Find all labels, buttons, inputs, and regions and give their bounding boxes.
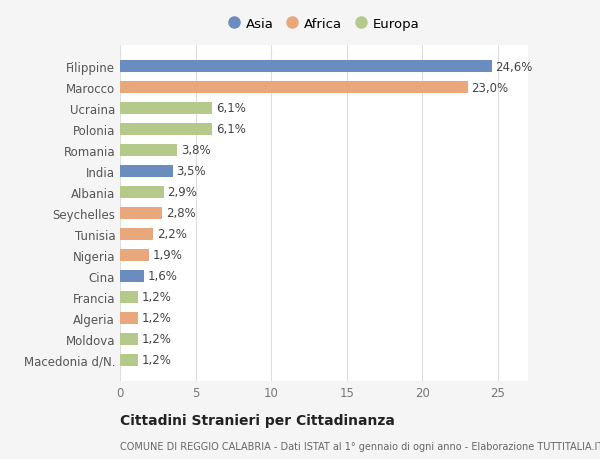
Bar [120, 354, 138, 366]
Bar [120, 145, 178, 157]
Text: 6,1%: 6,1% [216, 102, 246, 115]
Text: 23,0%: 23,0% [472, 81, 508, 94]
Bar [120, 333, 138, 345]
Bar [120, 124, 212, 135]
Text: 2,2%: 2,2% [157, 228, 187, 241]
Bar [120, 250, 149, 261]
Text: COMUNE DI REGGIO CALABRIA - Dati ISTAT al 1° gennaio di ogni anno - Elaborazione: COMUNE DI REGGIO CALABRIA - Dati ISTAT a… [120, 441, 600, 451]
Bar [120, 187, 164, 198]
Text: 2,9%: 2,9% [167, 186, 197, 199]
Text: 1,2%: 1,2% [142, 333, 172, 346]
Bar [120, 166, 173, 177]
Text: 6,1%: 6,1% [216, 123, 246, 136]
Text: 1,9%: 1,9% [152, 249, 182, 262]
Text: 1,2%: 1,2% [142, 353, 172, 366]
Text: 3,8%: 3,8% [181, 144, 211, 157]
Bar [120, 270, 144, 282]
Text: 2,8%: 2,8% [166, 207, 196, 220]
Bar [120, 103, 212, 114]
Bar [120, 291, 138, 303]
Text: 1,6%: 1,6% [148, 270, 178, 283]
Bar [120, 313, 138, 324]
Bar [120, 229, 153, 240]
Bar [120, 61, 492, 73]
Text: 1,2%: 1,2% [142, 291, 172, 304]
Text: 3,5%: 3,5% [176, 165, 206, 178]
Text: Cittadini Stranieri per Cittadinanza: Cittadini Stranieri per Cittadinanza [120, 413, 395, 427]
Bar [120, 82, 467, 94]
Text: 24,6%: 24,6% [496, 61, 533, 73]
Legend: Asia, Africa, Europa: Asia, Africa, Europa [223, 12, 425, 36]
Bar [120, 207, 163, 219]
Text: 1,2%: 1,2% [142, 312, 172, 325]
